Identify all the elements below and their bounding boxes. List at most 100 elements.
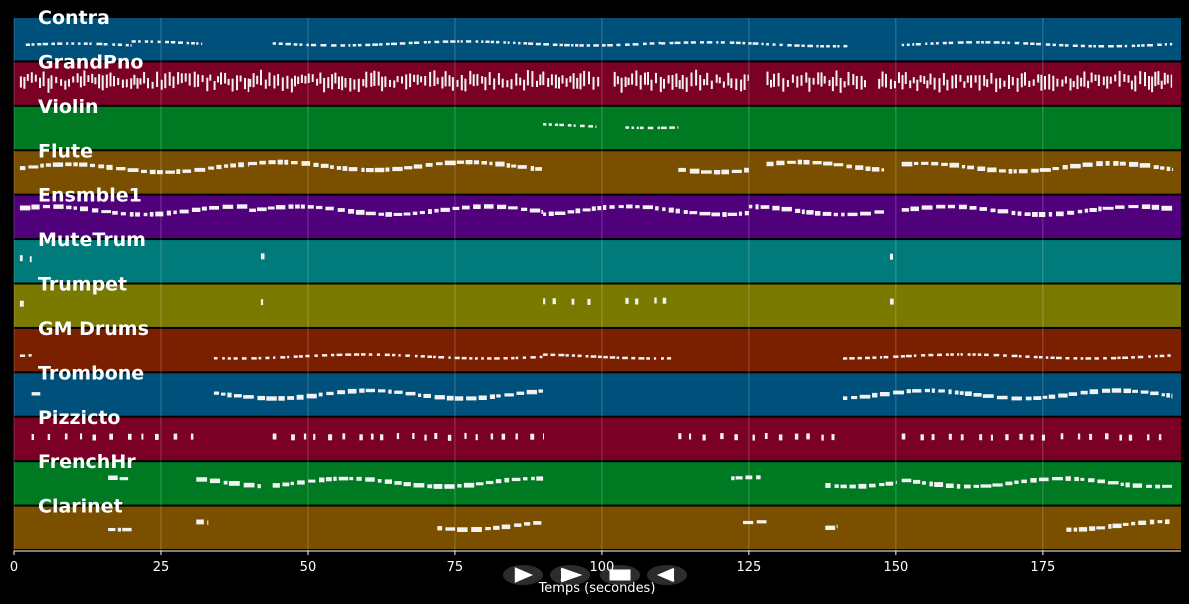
note (511, 477, 521, 482)
note (170, 41, 176, 44)
note (501, 433, 506, 440)
note (34, 74, 37, 82)
note (635, 205, 640, 209)
note (727, 72, 730, 86)
note (616, 76, 619, 85)
note (322, 354, 328, 357)
note (536, 80, 538, 87)
note (1139, 163, 1151, 168)
note (595, 125, 597, 128)
note (87, 75, 90, 82)
note (349, 477, 354, 481)
note (1080, 390, 1088, 395)
note (550, 353, 556, 357)
stop-button[interactable] (600, 565, 640, 585)
note (456, 160, 465, 164)
note (454, 356, 460, 360)
note (1139, 71, 1142, 85)
note (980, 484, 992, 488)
note (464, 78, 467, 92)
note (764, 433, 768, 439)
note (374, 167, 385, 173)
note (1125, 482, 1130, 488)
note (756, 475, 761, 480)
note (337, 390, 345, 395)
note (108, 528, 116, 532)
note (133, 74, 136, 85)
note (1039, 168, 1051, 172)
note (1003, 354, 1007, 357)
track-trombone (14, 373, 1181, 416)
note (901, 478, 912, 483)
back-button[interactable] (647, 565, 687, 585)
note (427, 484, 433, 489)
note (571, 298, 575, 305)
note (977, 353, 982, 356)
note (924, 388, 930, 393)
note (30, 72, 33, 83)
playback-controls (503, 565, 687, 585)
note (319, 72, 322, 84)
note (359, 434, 363, 441)
note (401, 76, 403, 84)
note (405, 354, 410, 357)
note (625, 43, 630, 46)
note (243, 395, 254, 399)
x-axis-title: Temps (secondes) (538, 581, 656, 596)
note (1050, 356, 1055, 359)
note (103, 43, 108, 46)
track-clarinet (14, 506, 1181, 549)
note (348, 44, 351, 47)
note (1089, 208, 1097, 212)
note (297, 76, 300, 85)
play-button[interactable] (503, 565, 543, 585)
note (385, 42, 390, 46)
note (504, 477, 510, 483)
note (125, 79, 128, 88)
note (716, 41, 719, 44)
note (90, 163, 95, 168)
note (580, 124, 585, 128)
note (832, 45, 837, 48)
note (743, 520, 754, 525)
note (772, 205, 780, 211)
note (257, 395, 266, 401)
note (19, 205, 31, 211)
note (904, 72, 907, 84)
note (267, 206, 275, 210)
note (96, 42, 103, 46)
note (647, 126, 654, 130)
note (945, 483, 954, 488)
note (196, 519, 204, 525)
track-band (14, 18, 1181, 61)
note (627, 77, 630, 86)
note (173, 210, 177, 215)
note (272, 42, 276, 45)
note (101, 210, 111, 214)
note (985, 41, 991, 44)
note (1068, 392, 1078, 396)
note (543, 43, 549, 46)
note (720, 41, 725, 44)
note (469, 357, 473, 360)
note (394, 481, 402, 485)
note (657, 126, 660, 130)
note (155, 211, 164, 217)
forward-button[interactable] (550, 565, 590, 585)
note (260, 253, 265, 260)
note (538, 389, 543, 393)
note (157, 40, 161, 44)
note (1137, 355, 1144, 359)
note (495, 161, 505, 167)
note (847, 212, 858, 217)
note (207, 520, 209, 525)
note (817, 72, 820, 85)
note (571, 44, 574, 47)
note (484, 204, 494, 209)
note (923, 76, 926, 84)
note (963, 81, 966, 88)
note (948, 433, 952, 440)
note (1082, 162, 1093, 167)
note (376, 353, 380, 356)
note (307, 205, 314, 209)
